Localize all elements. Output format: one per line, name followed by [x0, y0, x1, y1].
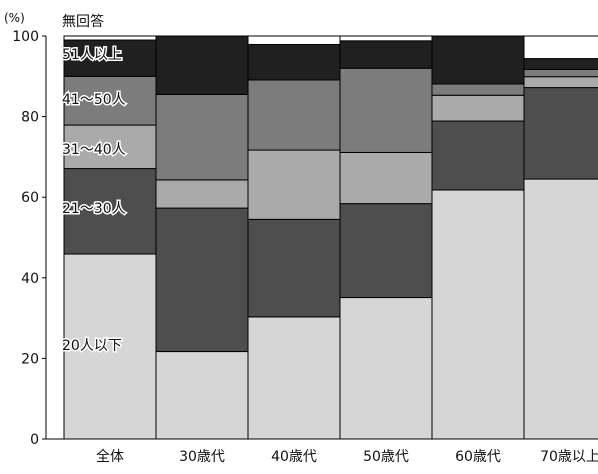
series-label: 31〜40人: [62, 142, 126, 158]
y-tick-label: 100: [12, 29, 39, 45]
y-tick-label: 80: [21, 110, 39, 126]
bar-segment: [247, 218, 341, 318]
bar-segment: [339, 40, 433, 69]
bar-segment: [339, 35, 433, 42]
connectors-layer: [155, 36, 525, 352]
bar-segment: [63, 35, 157, 41]
bar-segment: [339, 151, 433, 205]
y-tick-label: 0: [30, 432, 39, 448]
bar-segment: [523, 35, 598, 60]
bar-segment: [431, 189, 525, 440]
y-tick-label: 40: [21, 271, 39, 287]
bar-segment: [155, 351, 249, 440]
bar-segment: [339, 67, 433, 153]
x-tick-label: 70歳以上: [540, 449, 598, 465]
bar-segment: [63, 168, 157, 255]
bar-segment: [155, 35, 249, 95]
y-tick-label: 20: [21, 351, 39, 367]
bar-segment: [63, 39, 157, 77]
bar-segment: [247, 316, 341, 440]
bar-segment: [523, 76, 598, 89]
bar-segment: [155, 207, 249, 353]
bar-segment: [431, 120, 525, 191]
bar-segment: [523, 87, 598, 180]
axis-layer: (%) 全体 30歳代 40歳代 50歳代 60歳代 70歳以上 0 20 40 60 80 100: [4, 11, 598, 465]
bars-layer: [63, 35, 598, 440]
bar-segment: [247, 35, 341, 45]
x-tick-label: 50歳代: [363, 449, 409, 465]
bar-segment: [339, 203, 433, 299]
bar-segment: [63, 253, 157, 440]
y-unit-label: (%): [4, 11, 25, 25]
bar-segment: [431, 83, 525, 96]
bar-segment: [247, 43, 341, 81]
bar-segment: [523, 58, 598, 70]
bar-segment: [523, 68, 598, 78]
series-label: 無回答: [62, 13, 104, 30]
bar-segment: [431, 35, 525, 85]
bar-segment: [431, 94, 525, 122]
series-label: 20人以下: [62, 338, 122, 354]
bar-segment: [155, 93, 249, 181]
x-tick-label: 60歳代: [455, 449, 501, 465]
x-tick-label: 30歳代: [179, 449, 225, 465]
x-tick-label: 全体: [96, 448, 124, 465]
bar-segment: [63, 75, 157, 126]
bar-segment: [155, 179, 249, 209]
x-tick-label: 40歳代: [271, 449, 317, 465]
bar-segment: [247, 79, 341, 151]
y-tick-label: 60: [21, 190, 39, 206]
series-label: 21〜30人: [62, 201, 126, 217]
series-label: 41〜50人: [62, 92, 126, 108]
bar-segment: [523, 178, 598, 440]
series-label: 51人以上: [62, 47, 122, 63]
labels-layer: 20人以下 21〜30人 31〜40人 41〜50人 51人以上 無回答: [61, 12, 128, 356]
bar-segment: [247, 149, 341, 220]
bar-segment: [339, 297, 433, 440]
